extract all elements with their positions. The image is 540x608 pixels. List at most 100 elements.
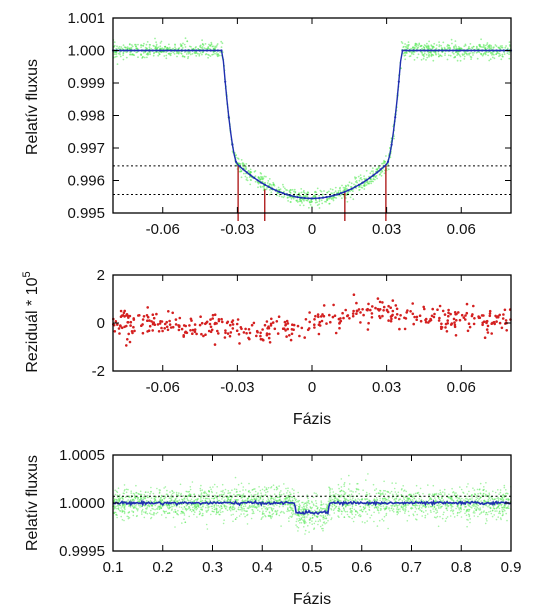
- orbit-data-point: [175, 493, 178, 496]
- orbit-data-point: [232, 508, 234, 510]
- orbit-data-point: [324, 522, 326, 525]
- orbit-data-point: [306, 494, 309, 497]
- orbit-data-point: [433, 516, 436, 518]
- transit-model-point: [162, 49, 165, 52]
- transit-data-point: [350, 186, 353, 188]
- orbit-data-point: [444, 494, 446, 496]
- transit-model-point: [423, 49, 426, 52]
- orbit-data-point: [249, 491, 251, 494]
- residual-point: [331, 315, 335, 319]
- orbit-data-point: [300, 510, 303, 512]
- transit-data-point: [318, 194, 321, 197]
- orbit-data-point: [145, 500, 148, 502]
- orbit-data-point: [410, 508, 413, 510]
- residual-point: [367, 321, 370, 325]
- residual-point: [146, 306, 149, 309]
- transit-data-point: [157, 46, 160, 49]
- transit-model-point: [455, 49, 458, 52]
- orbit-data-point: [356, 500, 358, 502]
- transit-data-point: [165, 51, 168, 53]
- orbit-data-point: [460, 516, 463, 518]
- orbit-data-point: [444, 520, 447, 522]
- orbit-data-point: [257, 500, 260, 502]
- orbit-data-point: [252, 500, 254, 503]
- orbit-data-point: [263, 486, 266, 488]
- residual-point: [439, 325, 443, 329]
- orbit-data-point: [210, 505, 212, 508]
- orbit-data-point: [202, 503, 205, 506]
- residual-point: [498, 313, 502, 317]
- orbit-data-point: [218, 499, 221, 502]
- transit-data-point: [219, 51, 222, 54]
- residual-point: [177, 328, 181, 332]
- residual-point: [500, 326, 504, 330]
- orbit-data-point: [399, 508, 401, 510]
- orbit-data-point: [301, 506, 303, 509]
- transit-data-point: [421, 53, 424, 56]
- orbit-data-point: [373, 520, 375, 523]
- residual-point: [182, 335, 185, 338]
- residual-point: [317, 332, 321, 336]
- orbit-data-point: [210, 488, 212, 491]
- transit-data-point: [165, 57, 168, 60]
- orbit-data-point: [194, 511, 196, 513]
- orbit-data-point: [311, 517, 314, 519]
- orbit-data-point: [503, 484, 506, 487]
- orbit-data-point: [404, 512, 406, 514]
- orbit-data-point: [196, 505, 198, 507]
- orbit-data-point: [196, 507, 198, 510]
- residual-point: [146, 319, 149, 323]
- orbit-data-point: [283, 483, 285, 485]
- residual-point: [398, 327, 401, 331]
- orbit-data-point: [255, 507, 258, 510]
- residual-point: [119, 324, 122, 328]
- orbit-data-point: [298, 499, 301, 502]
- orbit-data-point: [306, 501, 308, 504]
- transit-model-point: [372, 174, 375, 177]
- orbit-data-point: [473, 515, 476, 517]
- orbit-data-point: [488, 497, 491, 500]
- orbit-data-point: [440, 493, 443, 496]
- transit-data-point: [415, 45, 418, 48]
- residual-point: [261, 338, 264, 341]
- transit-model-point: [216, 49, 219, 52]
- transit-model-point: [231, 143, 234, 146]
- orbit-data-point: [239, 508, 242, 511]
- orbit-data-point: [182, 499, 184, 501]
- transit-data-point: [358, 186, 361, 188]
- transit-data-point: [414, 44, 416, 47]
- orbit-data-point: [152, 508, 155, 510]
- orbit-data-point: [240, 504, 242, 507]
- orbit-data-point: [383, 507, 385, 510]
- orbit-data-point: [391, 509, 394, 512]
- transit-data-point: [476, 46, 478, 49]
- transit-data-point: [486, 43, 488, 46]
- orbit-data-point: [349, 504, 352, 506]
- orbit-data-point: [449, 515, 452, 517]
- orbit-data-point: [137, 498, 139, 501]
- residual-point: [224, 329, 227, 332]
- orbit-data-point: [319, 520, 322, 522]
- orbit-data-point: [430, 511, 432, 513]
- orbit-data-point: [326, 505, 329, 507]
- orbit-data-point: [352, 520, 355, 523]
- transit-data-point: [207, 47, 210, 50]
- residual-point: [488, 312, 492, 315]
- orbit-data-point: [141, 509, 143, 512]
- transit-data-point: [451, 51, 454, 54]
- orbit-data-point: [384, 490, 387, 492]
- transit-data-point: [374, 176, 377, 179]
- orbit-data-point: [501, 509, 503, 511]
- orbit-data-point: [496, 507, 498, 509]
- orbit-data-point: [249, 499, 251, 502]
- orbit-data-point: [150, 486, 152, 489]
- orbit-data-point: [461, 497, 463, 500]
- transit-data-point: [115, 53, 118, 56]
- orbit-data-point: [198, 513, 201, 516]
- orbit-data-point: [248, 506, 250, 509]
- orbit-data-point: [502, 514, 504, 516]
- orbit-data-point: [165, 516, 167, 519]
- transit-model-point: [354, 185, 357, 188]
- orbit-data-point: [186, 497, 188, 500]
- transit-data-point: [298, 200, 301, 203]
